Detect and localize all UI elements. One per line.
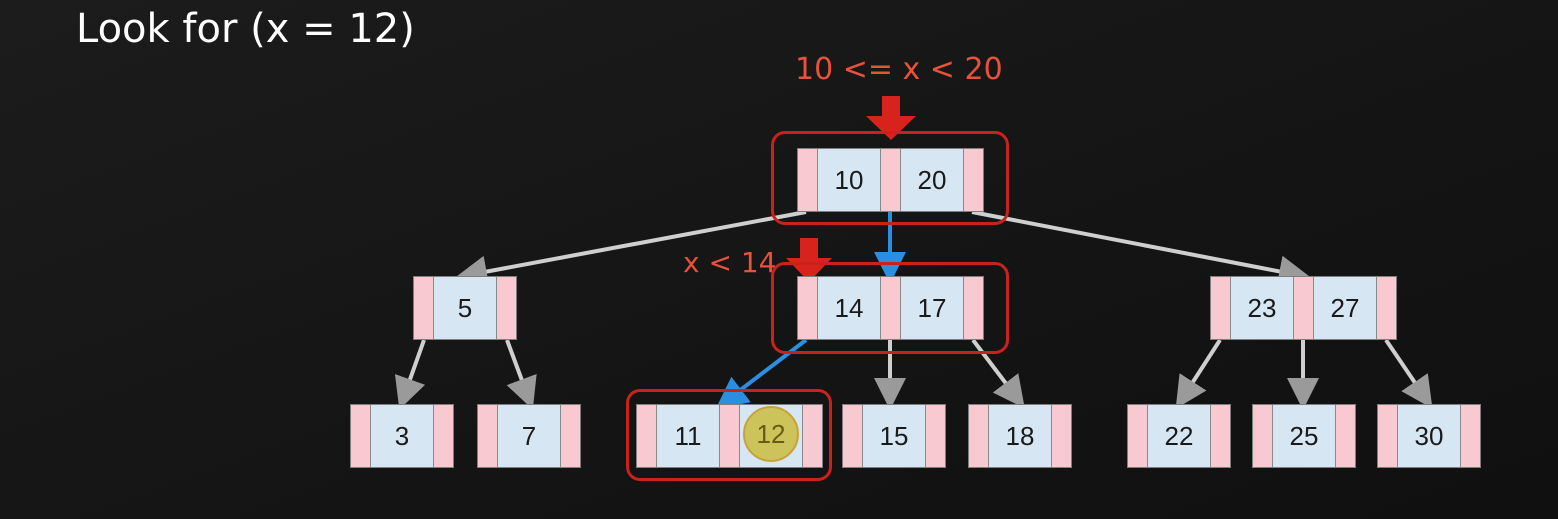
btree-leaf-15: 15 xyxy=(842,404,946,468)
btree-node-5: 5 xyxy=(413,276,517,340)
btree-leaf-18: 18 xyxy=(968,404,1072,468)
edge-5-to-7 xyxy=(505,339,537,410)
btree-leaf-25: 25 xyxy=(1252,404,1356,468)
found-key-highlight: 12 xyxy=(743,406,799,462)
pointer-cell xyxy=(351,405,371,467)
pointer-cell xyxy=(798,277,818,339)
key-cell: 5 xyxy=(434,277,497,339)
pointer-cell xyxy=(803,405,822,467)
pointer-cell xyxy=(1128,405,1148,467)
pointer-cell xyxy=(843,405,863,467)
key-cell: 27 xyxy=(1314,277,1377,339)
pointer-cell xyxy=(964,277,983,339)
btree-root-node: 10 20 xyxy=(797,148,984,212)
mid-highlight-box xyxy=(771,262,1009,354)
key-cell: 3 xyxy=(371,405,434,467)
key-cell: 11 xyxy=(657,405,720,467)
pointer-cell xyxy=(720,405,740,467)
pointer-cell xyxy=(1253,405,1273,467)
edge-root-to-23-27 xyxy=(971,210,1311,288)
root-highlight-box xyxy=(771,131,1009,225)
key-cell: 20 xyxy=(901,149,964,211)
pointer-cell xyxy=(881,149,901,211)
key-cell: 15 xyxy=(863,405,926,467)
pointer-cell xyxy=(497,277,516,339)
root-indicator-arrow xyxy=(866,96,916,140)
pointer-cell xyxy=(561,405,580,467)
key-cell: 25 xyxy=(1273,405,1336,467)
edge-5-to-3 xyxy=(394,339,426,410)
pointer-cell xyxy=(637,405,657,467)
pointer-cell xyxy=(926,405,945,467)
pointer-cell xyxy=(434,405,453,467)
btree-leaf-7: 7 xyxy=(477,404,581,468)
pointer-cell xyxy=(1461,405,1480,467)
pointer-cell xyxy=(798,149,818,211)
edge-root-to-5 xyxy=(455,210,807,288)
btree-leaf-22: 22 xyxy=(1127,404,1231,468)
btree-leaf-11-12: 11 12 xyxy=(636,404,823,468)
btree-node-14-17: 14 17 xyxy=(797,276,984,340)
pointer-cell xyxy=(969,405,989,467)
key-cell: 7 xyxy=(498,405,561,467)
pointer-cell xyxy=(1336,405,1355,467)
pointer-cell xyxy=(478,405,498,467)
edge-23-to-22 xyxy=(1175,338,1222,409)
edge-17-to-18 xyxy=(971,338,1025,409)
leaf-highlight-box xyxy=(626,389,832,481)
key-cell: 22 xyxy=(1148,405,1211,467)
pointer-cell xyxy=(1052,405,1071,467)
page-title: Look for (x = 12) xyxy=(76,6,415,52)
btree-leaf-30: 30 xyxy=(1377,404,1481,468)
btree-node-23-27: 23 27 xyxy=(1210,276,1397,340)
mid-range-label: x < 14 xyxy=(683,246,777,279)
pointer-cell xyxy=(414,277,434,339)
pointer-cell xyxy=(1211,405,1230,467)
key-cell: 10 xyxy=(818,149,881,211)
root-range-label: 10 <= x < 20 xyxy=(795,52,1003,87)
key-cell: 30 xyxy=(1398,405,1461,467)
pointer-cell xyxy=(881,277,901,339)
key-cell: 18 xyxy=(989,405,1052,467)
key-cell-found: 12 xyxy=(740,405,803,467)
key-cell: 14 xyxy=(818,277,881,339)
btree-leaf-3: 3 xyxy=(350,404,454,468)
pointer-cell xyxy=(964,149,983,211)
key-cell: 17 xyxy=(901,277,964,339)
pointer-cell xyxy=(1294,277,1314,339)
pointer-cell xyxy=(1377,277,1396,339)
key-cell: 23 xyxy=(1231,277,1294,339)
edge-27-to-30 xyxy=(1384,338,1433,409)
edge-14-to-11-12 xyxy=(715,338,808,409)
pointer-cell xyxy=(1211,277,1231,339)
pointer-cell xyxy=(1378,405,1398,467)
